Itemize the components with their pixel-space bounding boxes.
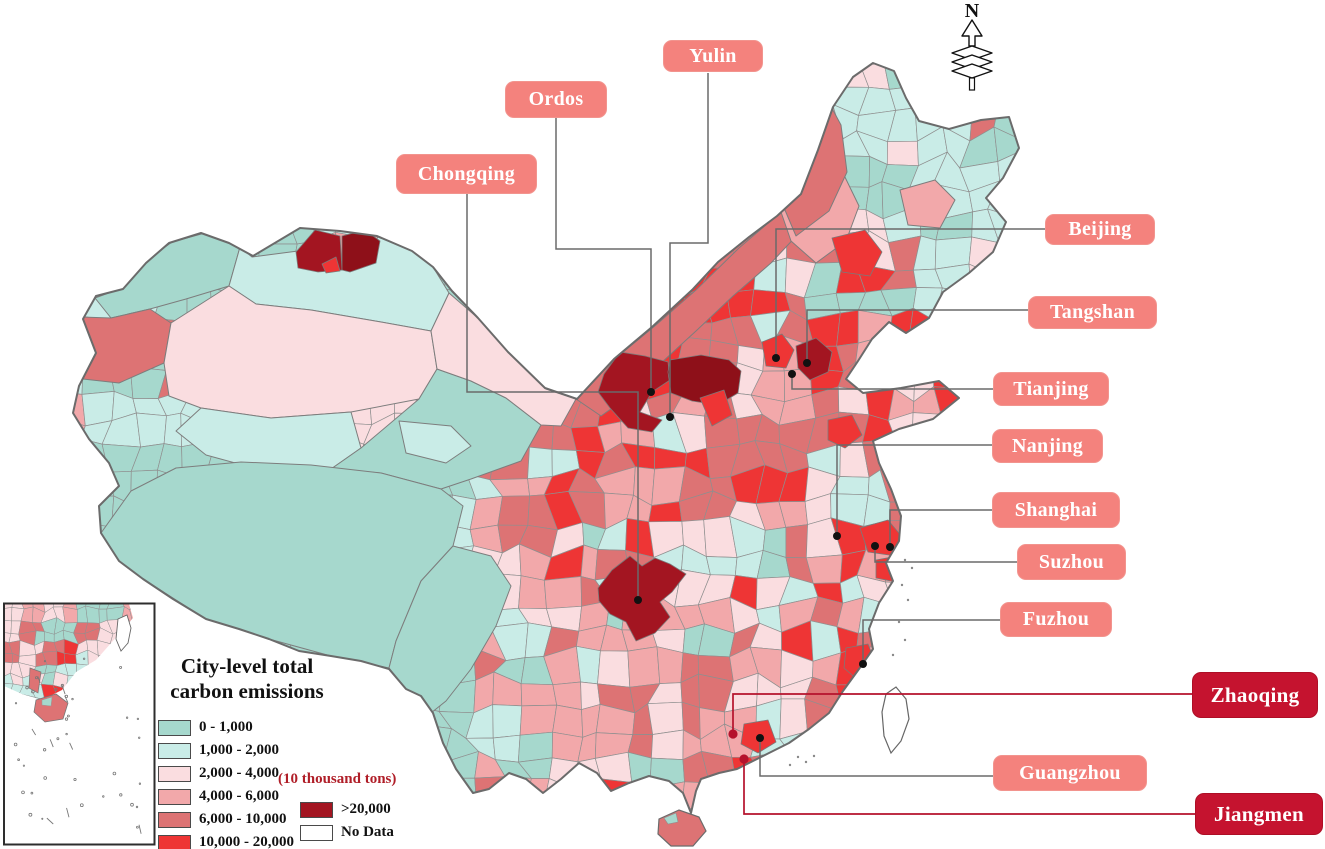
legend-unit-note: (10 thousand tons) [278, 771, 397, 787]
legend-swatch [158, 788, 191, 805]
emission-hotspot-regions [295, 229, 904, 754]
city-leader-jiangmen [743, 759, 1195, 815]
city-leader-suzhou [874, 546, 1017, 563]
taiwan-outline [881, 686, 910, 755]
city-dot-shanghai [886, 543, 894, 551]
south-china-sea-inset [3, 602, 156, 846]
legend-swatch [158, 719, 191, 736]
city-label-fuzhou: Fuzhou [1000, 602, 1112, 637]
legend-title-line2: carbon emissions [170, 679, 324, 704]
city-leader-tangshan [806, 309, 1028, 363]
city-leader-chongqing [466, 194, 639, 600]
city-dot-ordos [647, 388, 655, 396]
legend-label: >20,000 [341, 801, 391, 817]
city-dot-yulin [666, 413, 674, 421]
city-dots [634, 354, 894, 764]
legend-swatch [158, 811, 191, 828]
city-label-zhaoqing: Zhaoqing [1192, 672, 1318, 718]
city-label-suzhou: Suzhou [1017, 544, 1126, 580]
legend-row-main-1: 1,000 - 2,000 [158, 739, 294, 762]
city-label-tianjing: Tianjing [993, 372, 1109, 406]
large-province-regions [79, 87, 956, 714]
city-dot-guangzhou [756, 734, 764, 742]
legend-label: 2,000 - 4,000 [199, 765, 279, 781]
legend-row-extra-1: No Data [300, 821, 394, 844]
city-dot-beijing [772, 354, 780, 362]
city-label-chongqing: Chongqing [396, 154, 537, 194]
city-label-jiangmen: Jiangmen [1195, 793, 1323, 835]
city-leader-yulin [669, 73, 709, 417]
city-dot-suzhou [871, 542, 879, 550]
city-leader-lines [466, 73, 1195, 815]
city-leader-beijing [775, 228, 1045, 358]
legend-row-main-4: 6,000 - 10,000 [158, 808, 294, 831]
city-leader-guangzhou [759, 738, 993, 777]
legend-row-extra-0: >20,000 [300, 798, 394, 821]
islands [657, 558, 914, 847]
china-outline [72, 62, 1020, 814]
city-label-tangshan: Tangshan [1028, 296, 1157, 329]
north-arrow-label: N [964, 0, 980, 22]
legend-swatch [300, 801, 333, 818]
legend-label: 6,000 - 10,000 [199, 811, 287, 827]
legend-label: 1,000 - 2,000 [199, 742, 279, 758]
legend-label: 10,000 - 20,000 [199, 834, 294, 849]
city-dot-zhaoqing [728, 729, 738, 739]
legend-title-line1: City-level total [180, 654, 314, 678]
legend-label: No Data [341, 824, 394, 840]
legend-label: 4,000 - 6,000 [199, 788, 279, 804]
legend-class-list: 0 - 1,000 1,000 - 2,000 2,000 - 4,000 4,000… [158, 716, 294, 849]
city-leader-nanjing [836, 444, 992, 536]
city-dot-chongqing [634, 596, 642, 604]
city-leader-fuzhou [862, 619, 1000, 664]
city-dot-nanjing [833, 532, 841, 540]
legend-row-main-0: 0 - 1,000 [158, 716, 294, 739]
legend-title: City-level total carbon emissions [158, 654, 336, 704]
city-label-shanghai: Shanghai [992, 492, 1120, 528]
legend-row-main-2: 2,000 - 4,000 [158, 762, 294, 785]
city-dot-jiangmen [739, 754, 749, 764]
city-leader-zhaoqing [732, 693, 1192, 734]
city-leader-shanghai [889, 509, 992, 547]
city-dot-tangshan [803, 359, 811, 367]
city-leader-ordos [555, 118, 652, 392]
city-label-beijing: Beijing [1045, 214, 1155, 245]
legend-label: 0 - 1,000 [199, 719, 253, 735]
legend-row-main-3: 4,000 - 6,000 [158, 785, 294, 808]
city-label-yulin: Yulin [663, 40, 763, 72]
city-label-ordos: Ordos [505, 81, 607, 118]
legend-swatch [300, 824, 333, 841]
city-dot-fuzhou [859, 660, 867, 668]
city-leader-tianjing [791, 374, 993, 390]
legend-swatch [158, 765, 191, 782]
legend-row-main-5: 10,000 - 20,000 [158, 831, 294, 849]
city-label-guangzhou: Guangzhou [993, 755, 1147, 791]
legend-extra-class-list: >20,000 No Data [300, 798, 394, 844]
city-dot-tianjing [788, 370, 796, 378]
north-arrow [951, 19, 993, 91]
legend-swatch [158, 834, 191, 849]
city-label-nanjing: Nanjing [992, 429, 1103, 463]
legend-swatch [158, 742, 191, 759]
